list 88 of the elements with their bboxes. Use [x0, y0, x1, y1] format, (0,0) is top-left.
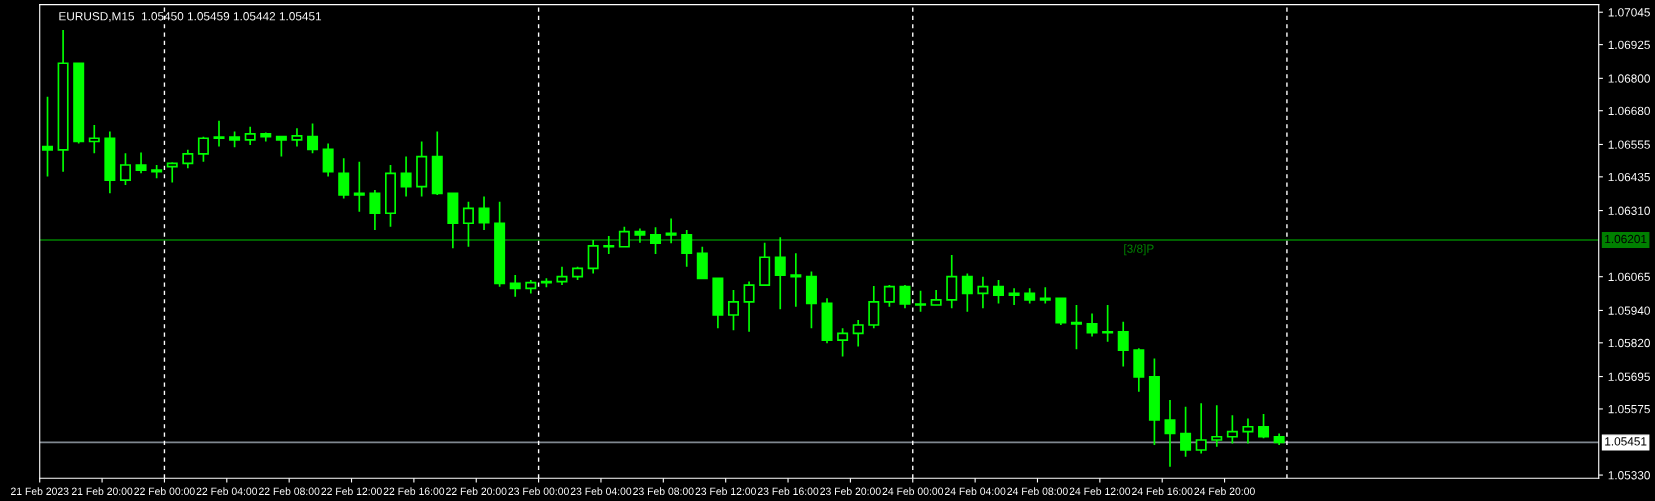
x-tick-label: 22 Feb 20:00 — [446, 487, 507, 495]
candlestick — [182, 149, 194, 170]
x-tick-label: 24 Feb 00:00 — [882, 487, 944, 495]
candlestick — [291, 127, 303, 148]
candlestick — [275, 135, 287, 158]
candlestick — [790, 252, 802, 308]
candlestick — [119, 152, 131, 186]
candlestick — [915, 289, 927, 313]
x-tick-label: 22 Feb 04:00 — [196, 487, 258, 495]
candlestick — [213, 119, 225, 148]
y-tick-label: 1.05575 — [1608, 404, 1650, 414]
candlestick — [992, 279, 1005, 305]
x-tick-label: 23 Feb 16:00 — [757, 487, 819, 495]
x-tick-label: 24 Feb 16:00 — [1132, 487, 1193, 495]
x-tick-label: 24 Feb 04:00 — [944, 487, 1006, 495]
x-tick-label: 24 Feb 08:00 — [1007, 487, 1068, 495]
x-tick-label: 23 Feb 12:00 — [695, 487, 756, 495]
candlestick — [977, 275, 989, 310]
candlestick — [462, 200, 474, 248]
candlestick — [1242, 417, 1254, 445]
x-tick-label: 23 Feb 20:00 — [820, 487, 881, 495]
candlestick — [369, 189, 381, 231]
candlestick — [1117, 320, 1129, 368]
candlestick — [1226, 414, 1238, 445]
candlestick — [1258, 413, 1270, 440]
candlestick — [961, 272, 973, 313]
candlestick — [478, 195, 490, 231]
candlestick — [88, 124, 100, 155]
candlestick — [727, 289, 739, 331]
y-tick-label: 1.06065 — [1608, 272, 1650, 282]
x-tick-label: 24 Feb 12:00 — [1069, 487, 1131, 495]
candlestick — [1008, 287, 1020, 306]
x-tick-label: 22 Feb 16:00 — [383, 487, 445, 495]
candlestick — [899, 284, 911, 310]
y-tick-label: 1.05330 — [1608, 471, 1650, 480]
y-tick-label: 1.06800 — [1608, 74, 1650, 83]
x-tick-label: 23 Feb 08:00 — [633, 487, 694, 495]
candlestick — [197, 135, 209, 163]
candlestick — [946, 254, 958, 310]
x-tick-label: 22 Feb 08:00 — [258, 487, 320, 495]
x-tick-label: 21 Feb 20:00 — [71, 487, 133, 495]
candlestick — [244, 125, 256, 146]
candlestick — [603, 235, 615, 255]
y-tick-label: 1.06555 — [1608, 140, 1650, 149]
x-tick-label: 23 Feb 00:00 — [508, 487, 569, 495]
candlestick — [650, 226, 662, 255]
candlestick — [509, 274, 521, 298]
y-tick-label: 1.06435 — [1608, 172, 1650, 182]
annotation: [3/8]P — [1124, 244, 1154, 256]
x-tick-label: 22 Feb 00:00 — [134, 487, 195, 495]
candlestick — [1070, 304, 1082, 351]
candlestick — [1211, 404, 1223, 448]
candlestick — [1195, 402, 1207, 455]
candlestick — [353, 160, 365, 213]
text: EURUSD,M15 1.05450 1.05459 1.05442 1.05451 — [59, 12, 322, 22]
candlestick — [338, 157, 350, 200]
candlestick — [883, 284, 895, 308]
ref-line-label: 1.06201 — [1605, 234, 1647, 244]
y-tick-label: 1.06680 — [1608, 106, 1650, 116]
candlestick — [135, 151, 147, 175]
x-tick-label: 24 Feb 20:00 — [1194, 487, 1255, 495]
candlestick — [681, 229, 693, 268]
candlestick — [322, 142, 334, 178]
candlestick — [852, 319, 864, 348]
candlestick — [42, 95, 54, 178]
y-tick-label: 1.06925 — [1608, 40, 1650, 49]
candlestick — [307, 122, 319, 155]
y-tick-label: 1.05695 — [1608, 372, 1650, 381]
y-tick-label: 1.06310 — [1608, 206, 1650, 215]
x-tick-label: 23 Feb 04:00 — [570, 487, 632, 495]
candlestick — [1180, 405, 1192, 458]
candlestick — [556, 265, 568, 286]
candlestick — [743, 280, 755, 333]
candlestick — [774, 236, 786, 311]
y-tick-label: 1.05820 — [1608, 338, 1650, 348]
candlestick — [1086, 312, 1098, 338]
ref-line-label: 1.05451 — [1605, 437, 1647, 446]
candlestick — [1164, 399, 1176, 468]
y-tick-label: 1.05940 — [1608, 306, 1650, 315]
candlestick — [868, 285, 880, 330]
candlestick — [618, 225, 630, 248]
candlestick — [665, 217, 677, 245]
candlestick — [837, 327, 849, 358]
y-tick-label: 1.07045 — [1608, 8, 1650, 17]
candlestick — [400, 155, 412, 198]
candlestick — [587, 239, 599, 275]
x-tick-label: 21 Feb 2023 — [11, 487, 69, 495]
x-tick-label: 22 Feb 12:00 — [321, 487, 382, 495]
